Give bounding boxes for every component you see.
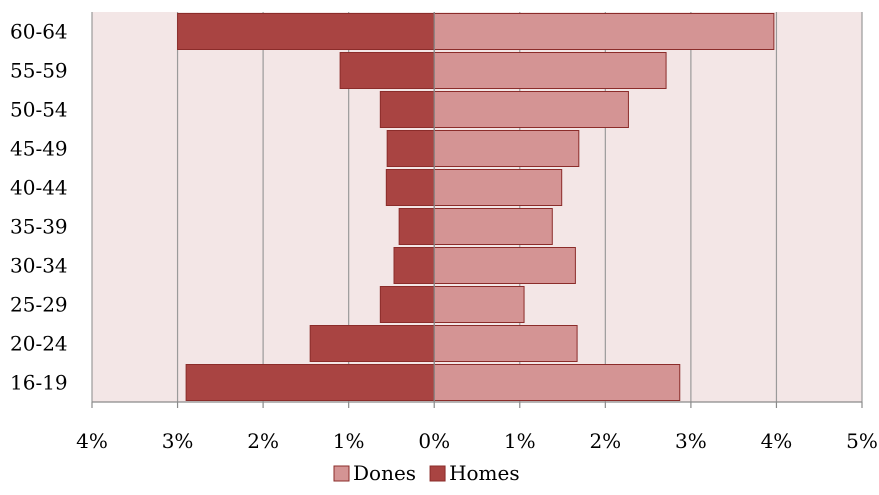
bar-dones-35-39 (433, 208, 553, 245)
x-tick-label: 5% (846, 429, 878, 453)
bar-homes-30-34 (393, 247, 435, 284)
gridlines (91, 12, 863, 402)
bar-dones-45-49 (433, 130, 580, 167)
bar-homes-40-44 (385, 169, 435, 206)
y-category-label: 60-64 (10, 20, 68, 44)
y-category-label: 20-24 (10, 332, 68, 356)
legend-label-dones: Dones (353, 461, 416, 485)
bar-dones-40-44 (433, 169, 563, 206)
bar-dones-55-59 (433, 52, 667, 89)
bar-dones-16-19 (433, 364, 681, 401)
bar-dones-50-54 (433, 91, 629, 128)
bar-homes-55-59 (339, 52, 435, 89)
legend-swatch-dones (333, 465, 350, 482)
x-tick-label: 1% (504, 429, 536, 453)
bar-homes-16-19 (185, 364, 435, 401)
bar-homes-50-54 (379, 91, 435, 128)
axes: 4% 3% 2% 1% 0% 1% 2% 3% 4% 5% 16-19 20-24 25-29 30-34… (10, 12, 878, 453)
legend: Dones Homes (333, 461, 520, 485)
bar-homes-20-24 (309, 325, 435, 362)
x-tick-label: 2% (247, 429, 279, 453)
bar-dones-30-34 (433, 247, 576, 284)
x-tick-label: 0% (418, 429, 450, 453)
bar-homes-25-29 (379, 286, 435, 323)
x-tick-label: 1% (333, 429, 365, 453)
bar-homes-35-39 (398, 208, 435, 245)
legend-swatch-homes (429, 465, 446, 482)
y-category-label: 16-19 (10, 371, 68, 395)
x-tick-label: 2% (589, 429, 621, 453)
y-category-label: 50-54 (10, 98, 68, 122)
y-category-label: 45-49 (10, 137, 68, 161)
y-category-label: 35-39 (10, 215, 68, 239)
bar-homes-45-49 (386, 130, 435, 167)
x-tick-label: 4% (76, 429, 108, 453)
bar-homes-60-64 (177, 13, 435, 50)
y-category-label: 30-34 (10, 254, 68, 278)
x-tick-label: 4% (761, 429, 793, 453)
bar-dones-20-24 (433, 325, 578, 362)
legend-label-homes: Homes (449, 461, 520, 485)
x-tick-label: 3% (675, 429, 707, 453)
x-tick-label: 3% (162, 429, 194, 453)
y-category-label: 55-59 (10, 59, 68, 83)
bars (177, 13, 775, 401)
y-category-label: 25-29 (10, 293, 68, 317)
y-category-label: 40-44 (10, 176, 68, 200)
bar-dones-25-29 (433, 286, 525, 323)
bar-dones-60-64 (433, 13, 775, 50)
